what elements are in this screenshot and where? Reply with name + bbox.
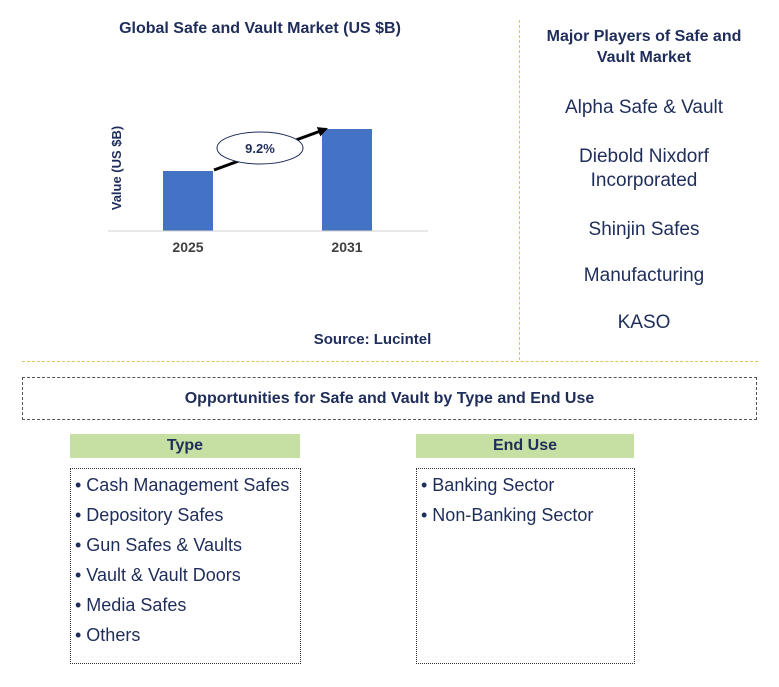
chart-title: Global Safe and Vault Market (US $B) (119, 20, 401, 37)
cagr-label: 9.2% (245, 141, 275, 156)
horizontal-divider (22, 361, 758, 362)
enduse-header: End Use (416, 434, 634, 458)
source-label: Source: Lucintel (313, 331, 432, 348)
type-item: • Media Safes (75, 595, 187, 615)
cagr-ellipse (216, 131, 304, 165)
player-item: Manufacturing (583, 265, 705, 286)
enduse-item: • Banking Sector (421, 475, 555, 495)
bar-2025 (163, 171, 213, 231)
x-tick-label: 2025 (172, 239, 203, 255)
player-item: KASO (617, 312, 671, 333)
type-header: Type (70, 434, 300, 458)
vertical-divider (519, 20, 520, 360)
player-item: Diebold Nixdorf Incorporated (579, 146, 709, 191)
type-list: • Cash Management Safes • Depository Saf… (70, 468, 301, 664)
opportunities-title: Opportunities for Safe and Vault by Type… (22, 377, 757, 420)
type-item: • Vault & Vault Doors (75, 565, 241, 585)
type-item: • Depository Safes (75, 505, 224, 525)
bar-2031 (322, 129, 372, 231)
type-item: • Others (75, 625, 141, 645)
player-item: Alpha Safe & Vault (564, 97, 724, 118)
enduse-list: • Banking Sector • Non-Banking Sector (416, 468, 635, 664)
x-tick-label: 2031 (331, 239, 362, 255)
type-item: • Gun Safes & Vaults (75, 535, 243, 555)
enduse-item: • Non-Banking Sector (421, 505, 594, 525)
player-item: Shinjin Safes (588, 219, 700, 240)
opportunities-title-text: Opportunities for Safe and Vault by Type… (184, 389, 595, 407)
bar-chart: 2025 2031 Value (US $B) 9.2% (108, 126, 428, 255)
players-title: Major Players of Safe and Vault Market (546, 28, 742, 66)
y-axis-label: Value (US $B) (109, 126, 124, 211)
type-item: • Cash Management Safes (75, 475, 290, 495)
